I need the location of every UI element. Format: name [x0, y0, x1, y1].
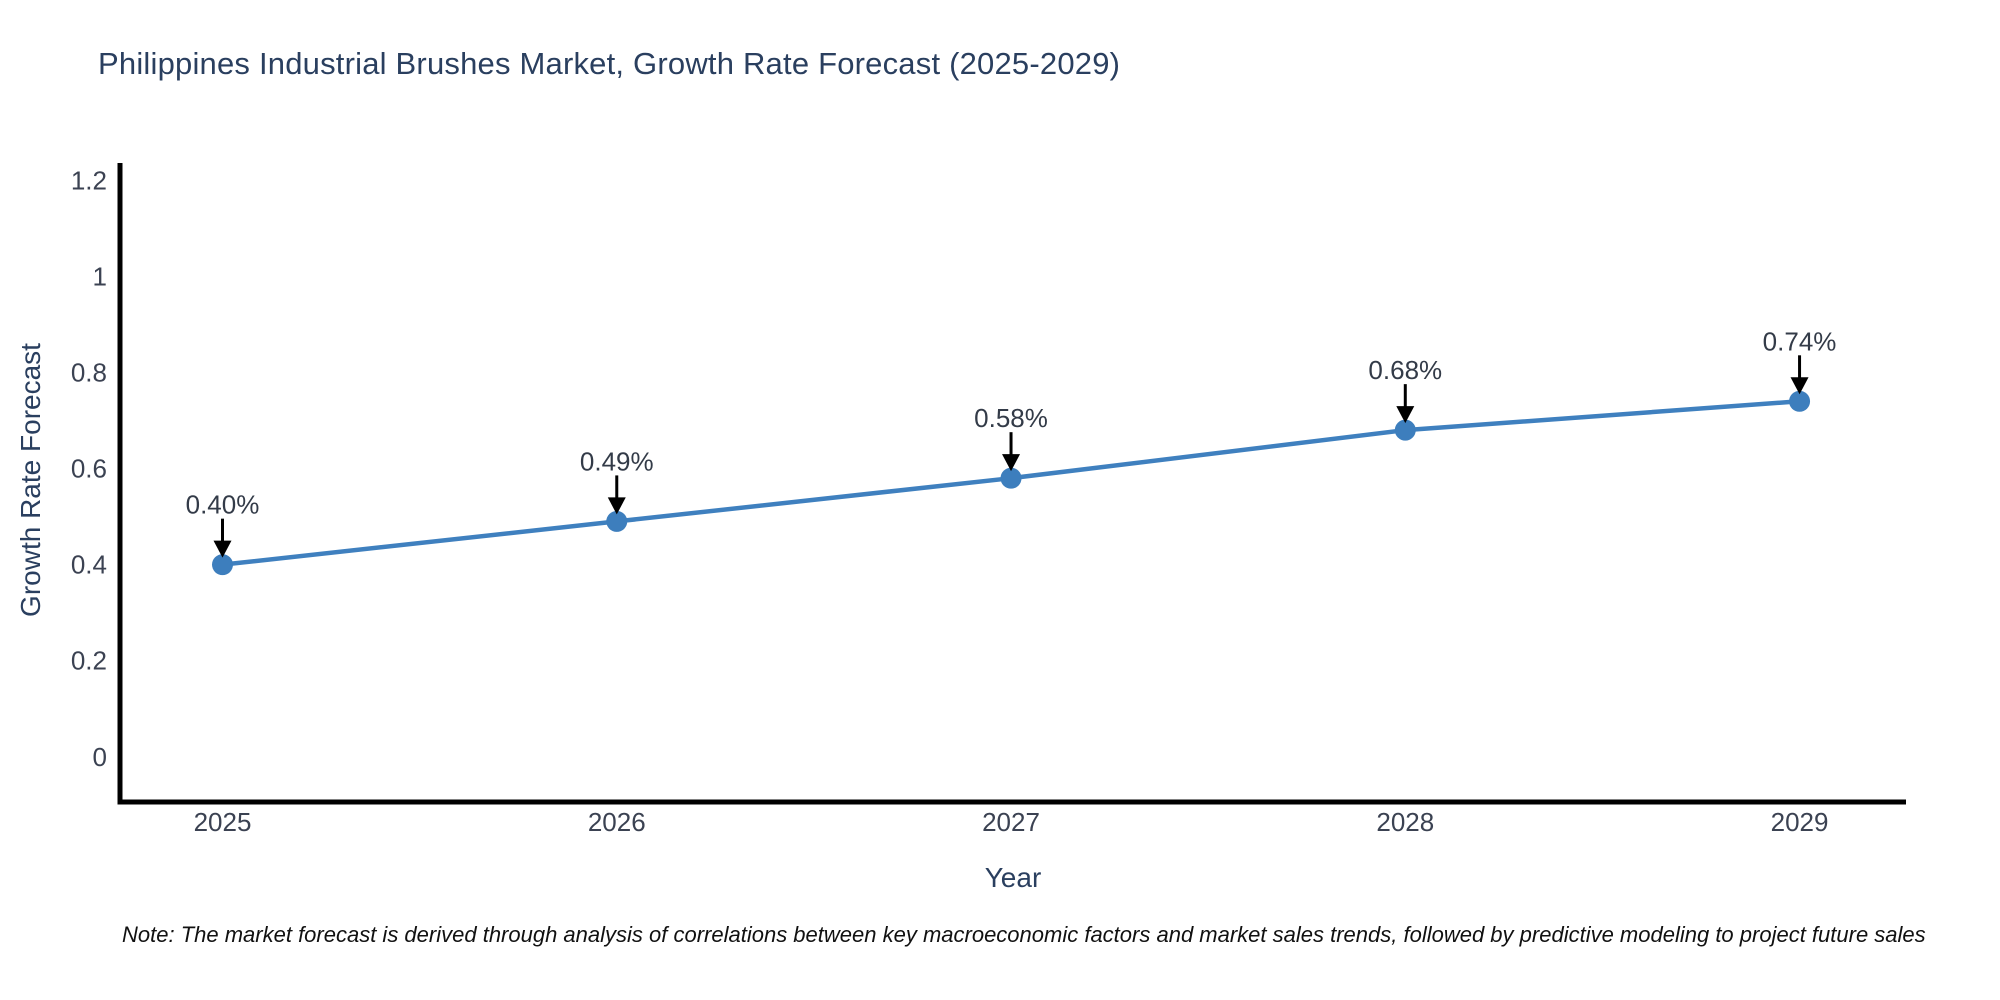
- x-axis-title: Year: [984, 862, 1042, 893]
- annotation-label: 0.68%: [1368, 355, 1442, 385]
- annotation-label: 0.58%: [974, 403, 1048, 433]
- y-tick-label: 0.8: [71, 357, 107, 387]
- annotation-arrowhead: [213, 540, 232, 558]
- x-tick-label: 2028: [1376, 807, 1434, 837]
- annotation-label: 0.40%: [186, 490, 260, 520]
- data-point-marker: [606, 510, 628, 532]
- data-point-marker: [1394, 419, 1416, 441]
- annotation-label: 0.74%: [1763, 326, 1837, 356]
- x-tick-label: 2027: [982, 807, 1040, 837]
- data-point-marker: [1000, 467, 1022, 489]
- y-tick-label: 0.2: [71, 646, 107, 676]
- footnote: Note: The market forecast is derived thr…: [122, 922, 1926, 947]
- y-tick-label: 1.2: [71, 165, 107, 195]
- y-tick-label: 1: [93, 261, 107, 291]
- y-tick-label: 0.6: [71, 454, 107, 484]
- annotation-arrowhead: [1790, 377, 1809, 395]
- annotation-label: 0.49%: [580, 446, 654, 476]
- chart-title: Philippines Industrial Brushes Market, G…: [98, 46, 1121, 81]
- annotation-arrowhead: [607, 497, 626, 515]
- y-tick-label: 0.4: [71, 550, 107, 580]
- data-point-marker: [1789, 390, 1811, 412]
- data-point-marker: [212, 554, 234, 576]
- x-tick-label: 2025: [194, 807, 252, 837]
- annotation-arrowhead: [1002, 454, 1021, 472]
- x-tick-label: 2029: [1771, 807, 1829, 837]
- x-tick-label: 2026: [588, 807, 646, 837]
- y-tick-label: 0: [93, 742, 107, 772]
- annotation-arrowhead: [1396, 406, 1415, 424]
